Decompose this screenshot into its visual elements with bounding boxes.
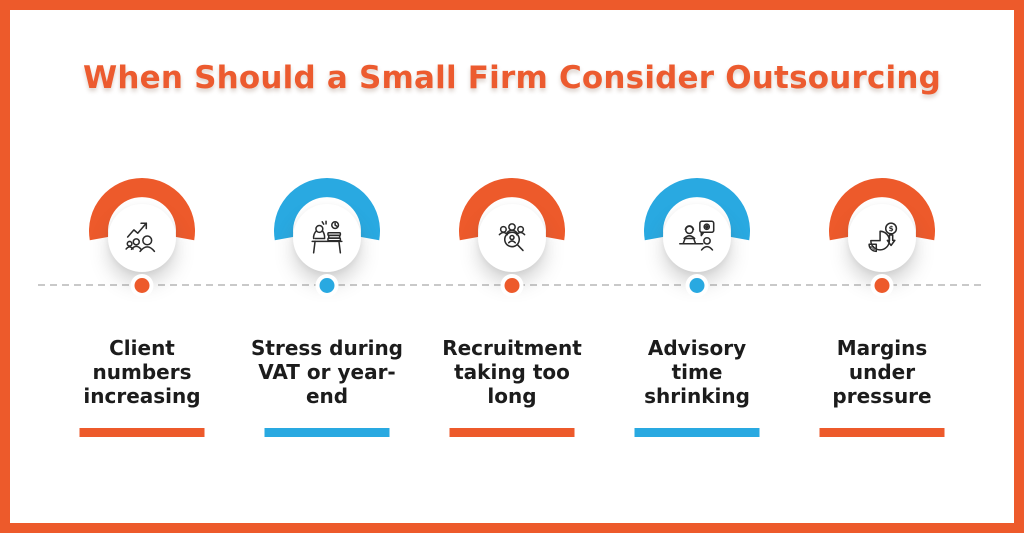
stressed-deadline-icon	[311, 220, 343, 254]
item-label: Stress during VAT or year- end	[251, 336, 403, 409]
accent-underline	[449, 428, 575, 437]
timeline-item: Recruitment taking too long	[420, 178, 605, 440]
icon-circle	[108, 204, 176, 272]
accent-underline	[634, 428, 760, 437]
timeline-dot	[319, 278, 335, 293]
progress-arc	[829, 178, 935, 241]
timeline-item: Client numbers increasing	[50, 178, 235, 440]
accent-underline	[264, 428, 390, 437]
timeline-item: % $ Margins under pressure	[790, 178, 975, 440]
progress-arc	[459, 178, 565, 241]
svg-text:$: $	[889, 224, 894, 233]
timeline-dot	[689, 278, 705, 293]
progress-arc	[274, 178, 380, 241]
advisory-chat-icon	[679, 220, 715, 251]
progress-arc	[644, 178, 750, 241]
arc-area	[88, 178, 196, 278]
icon-circle	[663, 204, 731, 272]
icon-circle	[478, 204, 546, 272]
icon-circle: % $	[848, 204, 916, 272]
timeline-item: Advisory time shrinking	[605, 178, 790, 440]
item-label: Client numbers increasing	[83, 336, 201, 409]
accent-underline	[79, 428, 205, 437]
svg-text:%: %	[870, 246, 876, 252]
timeline-dot	[134, 278, 150, 293]
timeline-item: Stress during VAT or year- end	[235, 178, 420, 440]
arc-area	[273, 178, 381, 278]
timeline-dot	[504, 278, 520, 293]
timeline-dot	[874, 278, 890, 293]
recruitment-search-icon	[498, 223, 526, 252]
arc-area	[458, 178, 566, 278]
arc-area	[643, 178, 751, 278]
item-label: Margins under pressure	[832, 336, 932, 409]
accent-underline	[819, 428, 945, 437]
timeline: Client numbers increasing	[10, 178, 1014, 440]
margins-pressure-icon: % $	[868, 222, 898, 253]
page-title: When Should a Small Firm Consider Outsou…	[82, 60, 942, 96]
progress-arc	[89, 178, 195, 241]
icon-circle	[293, 204, 361, 272]
clients-growth-icon	[125, 222, 156, 253]
item-label: Advisory time shrinking	[644, 336, 750, 409]
item-label: Recruitment taking too long	[442, 336, 582, 409]
arc-area: % $	[828, 178, 936, 278]
